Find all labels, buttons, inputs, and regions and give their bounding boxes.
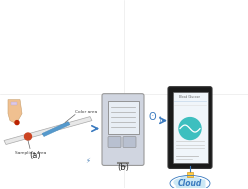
Ellipse shape xyxy=(180,176,195,184)
Polygon shape xyxy=(4,117,92,145)
Text: Cloud: Cloud xyxy=(178,179,202,188)
Polygon shape xyxy=(8,100,22,124)
Text: (b): (b) xyxy=(117,163,129,172)
Circle shape xyxy=(15,121,19,125)
FancyBboxPatch shape xyxy=(173,92,208,163)
FancyBboxPatch shape xyxy=(187,172,193,177)
FancyBboxPatch shape xyxy=(102,94,144,165)
FancyBboxPatch shape xyxy=(123,136,136,147)
Ellipse shape xyxy=(188,178,201,184)
Text: Sampling area: Sampling area xyxy=(15,151,46,156)
Text: ): ) xyxy=(158,115,161,122)
FancyBboxPatch shape xyxy=(168,87,212,168)
Text: Blood Glucose: Blood Glucose xyxy=(180,95,201,99)
Circle shape xyxy=(25,133,31,140)
Polygon shape xyxy=(11,102,17,105)
Text: ʘ: ʘ xyxy=(148,112,156,122)
Text: (a): (a) xyxy=(29,151,41,160)
FancyBboxPatch shape xyxy=(107,101,138,134)
Text: ⚡: ⚡ xyxy=(86,157,91,163)
FancyBboxPatch shape xyxy=(176,180,205,187)
Ellipse shape xyxy=(187,180,199,186)
Ellipse shape xyxy=(174,179,189,186)
Text: Color area: Color area xyxy=(75,110,97,114)
Polygon shape xyxy=(42,122,70,136)
Circle shape xyxy=(179,118,201,139)
FancyBboxPatch shape xyxy=(108,136,121,147)
